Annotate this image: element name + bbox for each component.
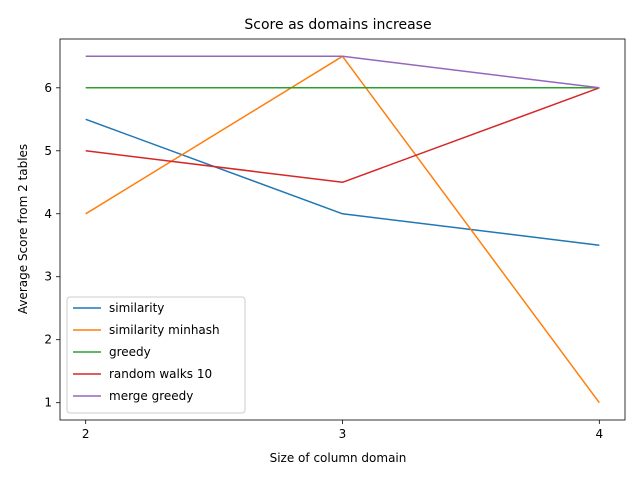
y-tick-label-5: 6 bbox=[44, 81, 52, 95]
x-tick-label-2: 4 bbox=[595, 427, 603, 441]
legend-label-4: merge greedy bbox=[109, 389, 193, 403]
legend: similarity similarity minhash greedy random… bbox=[66, 296, 246, 414]
y-axis-label: Average Score from 2 tables bbox=[16, 144, 30, 314]
legend-label-3: random walks 10 bbox=[109, 367, 212, 381]
y-tick-label-4: 5 bbox=[44, 144, 52, 158]
series-line-4 bbox=[85, 55, 600, 89]
x-tick-label-0: 2 bbox=[82, 427, 90, 441]
y-tick-label-2: 3 bbox=[44, 270, 52, 284]
y-tick-label-3: 4 bbox=[44, 207, 52, 221]
series-line-3 bbox=[85, 87, 600, 184]
y-tick-label-0: 1 bbox=[44, 396, 52, 410]
chart-title: Score as domains increase bbox=[244, 17, 431, 33]
series-line-0 bbox=[85, 118, 600, 246]
legend-label-1: similarity minhash bbox=[109, 323, 220, 337]
legend-box bbox=[66, 296, 246, 414]
legend-label-2: greedy bbox=[109, 345, 151, 359]
x-tick-label-1: 3 bbox=[339, 427, 347, 441]
x-axis-label: Size of column domain bbox=[270, 451, 407, 465]
y-tick-label-1: 2 bbox=[44, 333, 52, 347]
legend-label-0: similarity bbox=[109, 301, 164, 315]
plot-area: 2 3 4 1 2 3 4 5 6 bbox=[44, 38, 626, 441]
